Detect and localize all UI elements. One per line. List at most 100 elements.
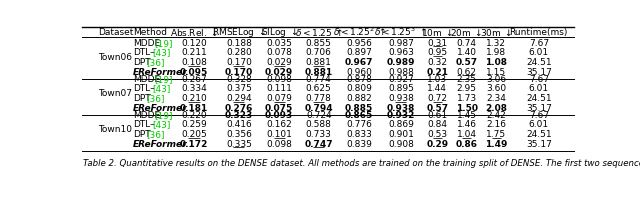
Text: 1.44: 1.44 xyxy=(428,84,447,93)
Text: SILog $\downarrow$: SILog $\downarrow$ xyxy=(260,25,298,38)
Text: 7.67: 7.67 xyxy=(529,39,549,48)
Text: 0.211: 0.211 xyxy=(181,48,207,57)
Text: Town06: Town06 xyxy=(98,53,132,62)
Text: DTL–: DTL– xyxy=(132,48,154,57)
Text: Dataset: Dataset xyxy=(98,28,133,37)
Text: DPT: DPT xyxy=(132,130,150,139)
Text: Runtime(ms): Runtime(ms) xyxy=(509,28,568,37)
Text: 1.49: 1.49 xyxy=(485,140,508,149)
Text: Method: Method xyxy=(132,28,166,37)
Text: 7.67: 7.67 xyxy=(529,111,549,120)
Text: 0.170: 0.170 xyxy=(226,58,252,67)
Text: 1.32: 1.32 xyxy=(486,39,506,48)
Text: 0.865: 0.865 xyxy=(345,111,373,120)
Text: 1.45: 1.45 xyxy=(457,111,477,120)
Text: DPT: DPT xyxy=(132,94,150,103)
Text: 0.776: 0.776 xyxy=(346,120,372,130)
Text: 0.098: 0.098 xyxy=(266,75,292,84)
Text: 0.335: 0.335 xyxy=(226,140,252,149)
Text: 0.86: 0.86 xyxy=(456,140,477,149)
Text: 0.706: 0.706 xyxy=(306,48,332,57)
Text: 0.276: 0.276 xyxy=(225,104,253,113)
Text: $\delta < 1.25$ $\uparrow$: $\delta < 1.25$ $\uparrow$ xyxy=(294,27,343,37)
Text: 0.21: 0.21 xyxy=(426,68,448,77)
Text: 1.50: 1.50 xyxy=(456,104,477,113)
Text: 0.029: 0.029 xyxy=(266,58,292,67)
Text: 0.029: 0.029 xyxy=(265,68,293,77)
Text: $\delta < 1.25^3$ $\uparrow$: $\delta < 1.25^3$ $\uparrow$ xyxy=(374,26,428,38)
Text: [36]: [36] xyxy=(147,130,165,139)
Text: Town07: Town07 xyxy=(98,89,132,98)
Text: 0.989: 0.989 xyxy=(387,58,415,67)
Text: 0.897: 0.897 xyxy=(346,48,372,57)
Text: 0.172: 0.172 xyxy=(180,140,208,149)
Text: 0.960: 0.960 xyxy=(346,68,372,77)
Text: 2.95: 2.95 xyxy=(457,84,477,93)
Text: 0.963: 0.963 xyxy=(388,48,414,57)
Text: 2.42: 2.42 xyxy=(486,111,506,120)
Text: 0.328: 0.328 xyxy=(226,75,252,84)
Text: 0.967: 0.967 xyxy=(345,58,373,67)
Text: EReFormer: EReFormer xyxy=(132,104,188,113)
Text: Town10: Town10 xyxy=(98,125,132,134)
Text: 0.57: 0.57 xyxy=(456,58,478,67)
Text: 3.06: 3.06 xyxy=(486,75,506,84)
Text: 24.51: 24.51 xyxy=(526,58,552,67)
Text: 0.375: 0.375 xyxy=(226,84,252,93)
Text: 0.778: 0.778 xyxy=(306,94,332,103)
Text: 0.188: 0.188 xyxy=(226,39,252,48)
Text: 0.885: 0.885 xyxy=(345,104,373,113)
Text: [19]: [19] xyxy=(154,39,173,48)
Text: 24.51: 24.51 xyxy=(526,94,552,103)
Text: 0.334: 0.334 xyxy=(181,84,207,93)
Text: 0.839: 0.839 xyxy=(346,140,372,149)
Text: MDDE: MDDE xyxy=(132,111,160,120)
Text: 0.72: 0.72 xyxy=(428,94,447,103)
Text: [36]: [36] xyxy=(147,58,165,67)
Text: 20m $\downarrow$: 20m $\downarrow$ xyxy=(451,27,483,37)
Text: MDDE: MDDE xyxy=(132,75,160,84)
Text: 0.809: 0.809 xyxy=(346,84,372,93)
Text: $\delta < 1.25^2$ $\uparrow$: $\delta < 1.25^2$ $\uparrow$ xyxy=(333,26,385,38)
Text: 0.869: 0.869 xyxy=(388,120,414,130)
Text: 1.04: 1.04 xyxy=(457,130,477,139)
Text: 35.17: 35.17 xyxy=(526,68,552,77)
Text: 0.57: 0.57 xyxy=(426,104,449,113)
Text: 0.035: 0.035 xyxy=(266,39,292,48)
Text: 2.35: 2.35 xyxy=(457,75,477,84)
Text: 1.08: 1.08 xyxy=(485,58,507,67)
Text: Table 2. Quantitative results on the DENSE dataset. All methods are trained on t: Table 2. Quantitative results on the DEN… xyxy=(83,159,640,168)
Text: 0.31: 0.31 xyxy=(428,39,447,48)
Text: MDDE: MDDE xyxy=(132,39,160,48)
Text: 0.259: 0.259 xyxy=(181,120,207,130)
Text: 0.938: 0.938 xyxy=(387,104,415,113)
Text: 0.747: 0.747 xyxy=(305,140,333,149)
Text: 1.98: 1.98 xyxy=(486,48,506,57)
Text: Abs.Rel. $\downarrow$: Abs.Rel. $\downarrow$ xyxy=(170,27,218,37)
Text: 6.01: 6.01 xyxy=(529,84,549,93)
Text: 0.108: 0.108 xyxy=(181,58,207,67)
Text: 10m $\downarrow$: 10m $\downarrow$ xyxy=(421,27,454,37)
Text: 0.74: 0.74 xyxy=(457,39,477,48)
Text: 3.60: 3.60 xyxy=(486,84,506,93)
Text: 1.15: 1.15 xyxy=(486,68,506,77)
Text: 0.895: 0.895 xyxy=(388,84,414,93)
Text: 2.34: 2.34 xyxy=(486,94,506,103)
Text: DPT: DPT xyxy=(132,58,150,67)
Text: EReFormer: EReFormer xyxy=(132,68,188,77)
Text: 0.294: 0.294 xyxy=(226,94,252,103)
Text: 6.01: 6.01 xyxy=(529,120,549,130)
Text: 0.901: 0.901 xyxy=(388,130,414,139)
Text: 0.881: 0.881 xyxy=(306,58,332,67)
Text: 0.794: 0.794 xyxy=(305,104,333,113)
Text: 0.220: 0.220 xyxy=(181,111,207,120)
Text: 0.416: 0.416 xyxy=(226,120,252,130)
Text: 1.73: 1.73 xyxy=(457,94,477,103)
Text: 30m $\downarrow$: 30m $\downarrow$ xyxy=(480,27,513,37)
Text: 0.162: 0.162 xyxy=(266,120,292,130)
Text: 0.932: 0.932 xyxy=(387,111,415,120)
Text: 1.40: 1.40 xyxy=(457,48,477,57)
Text: RMSELog $\downarrow$: RMSELog $\downarrow$ xyxy=(212,25,266,38)
Text: [43]: [43] xyxy=(152,120,170,130)
Text: 0.267: 0.267 xyxy=(181,75,207,84)
